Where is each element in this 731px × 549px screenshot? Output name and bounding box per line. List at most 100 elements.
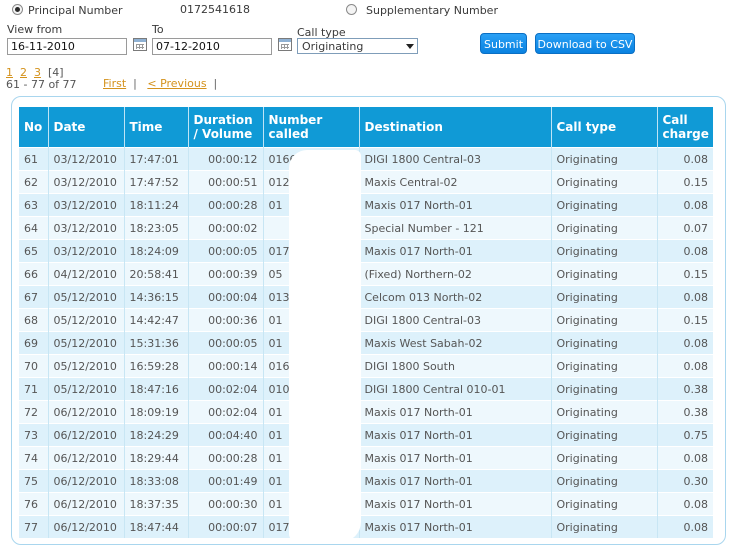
cell-call-charge: 0.15 [657, 170, 713, 194]
call-records-table: No Date Time Duration / Volume Number ca… [19, 107, 713, 538]
col-header-call-type[interactable]: Call type [551, 107, 658, 148]
call-type-selected: Originating [302, 40, 364, 53]
cell-duration: 00:00:51 [188, 170, 264, 194]
table-row: 67 05/12/2010 14:36:15 00:00:04 013 Celcom 01… [19, 285, 713, 309]
cell-destination: DIGI 1800 South [359, 354, 552, 378]
table-row: 72 06/12/2010 18:09:19 00:02:04 01 Maxis 017 … [19, 400, 713, 424]
cell-no: 75 [19, 469, 49, 493]
table-row: 75 06/12/2010 18:33:08 00:01:49 01 Maxis 017 … [19, 469, 713, 493]
cell-number-called: 01 [263, 492, 360, 516]
cell-time: 20:58:41 [124, 262, 189, 286]
cell-time: 18:24:29 [124, 423, 189, 447]
cell-date: 05/12/2010 [48, 308, 125, 332]
col-header-time[interactable]: Time [124, 107, 189, 148]
cell-time: 18:33:08 [124, 469, 189, 493]
cell-number-called: 017 [263, 239, 360, 263]
cell-call-type: Originating [551, 216, 658, 240]
cell-date: 03/12/2010 [48, 239, 125, 263]
cell-call-type: Originating [551, 400, 658, 424]
cell-duration: 00:02:04 [188, 377, 264, 401]
previous-page-link[interactable]: < Previous [147, 77, 207, 90]
col-header-number-called[interactable]: Number called [263, 107, 360, 148]
cell-number-called: 017 [263, 515, 360, 538]
cell-call-type: Originating [551, 331, 658, 355]
table-row: 62 03/12/2010 17:47:52 00:00:51 012 Maxis Cen… [19, 170, 713, 194]
call-type-select[interactable]: Originating [297, 38, 418, 54]
col-header-destination[interactable]: Destination [359, 107, 552, 148]
table-header-row: No Date Time Duration / Volume Number ca… [19, 107, 713, 148]
page-link-2[interactable]: 2 [20, 66, 27, 79]
page-link-1[interactable]: 1 [6, 66, 13, 79]
cell-call-type: Originating [551, 423, 658, 447]
cell-time: 18:37:35 [124, 492, 189, 516]
cell-call-type: Originating [551, 469, 658, 493]
cell-duration: 00:00:28 [188, 193, 264, 217]
table-row: 69 05/12/2010 15:31:36 00:00:05 01 Maxis West… [19, 331, 713, 355]
cell-number-called: 01 [263, 469, 360, 493]
cell-duration: 00:04:40 [188, 423, 264, 447]
cell-call-charge: 0.08 [657, 239, 713, 263]
cell-call-charge: 0.08 [657, 331, 713, 355]
cell-call-type: Originating [551, 239, 658, 263]
supplementary-number-label: Supplementary Number [366, 4, 498, 17]
view-from-input[interactable] [7, 38, 127, 55]
cell-duration: 00:00:28 [188, 446, 264, 470]
cell-duration: 00:01:49 [188, 469, 264, 493]
cell-destination: Maxis 017 North-01 [359, 492, 552, 516]
cell-time: 18:24:09 [124, 239, 189, 263]
cell-time: 14:42:47 [124, 308, 189, 332]
cell-date: 05/12/2010 [48, 331, 125, 355]
supplementary-number-radio[interactable] [346, 4, 357, 15]
cell-date: 03/12/2010 [48, 216, 125, 240]
cell-number-called: 016 [263, 354, 360, 378]
cell-destination: DIGI 1800 Central 010-01 [359, 377, 552, 401]
cell-date: 03/12/2010 [48, 170, 125, 194]
page-link-3[interactable]: 3 [34, 66, 41, 79]
col-header-duration[interactable]: Duration / Volume [188, 107, 264, 148]
table-row: 63 03/12/2010 18:11:24 00:00:28 01 Maxis 017 … [19, 193, 713, 217]
cell-call-type: Originating [551, 354, 658, 378]
calendar-icon[interactable] [133, 38, 147, 51]
cell-call-charge: 0.08 [657, 492, 713, 516]
cell-time: 17:47:01 [124, 147, 189, 171]
cell-call-charge: 0.08 [657, 285, 713, 309]
cell-time: 18:47:16 [124, 377, 189, 401]
calendar-icon[interactable] [278, 38, 292, 51]
to-date-input[interactable] [152, 38, 272, 55]
cell-destination: Special Number - 121 [359, 216, 552, 240]
cell-date: 06/12/2010 [48, 400, 125, 424]
submit-button[interactable]: Submit [480, 33, 527, 54]
cell-duration: 00:02:04 [188, 400, 264, 424]
download-csv-button[interactable]: Download to CSV [535, 33, 635, 54]
cell-number-called: 01 [263, 193, 360, 217]
cell-destination: Maxis 017 North-01 [359, 446, 552, 470]
principal-number-radio[interactable] [12, 4, 23, 15]
cell-call-charge: 0.08 [657, 147, 713, 171]
cell-no: 74 [19, 446, 49, 470]
cell-date: 03/12/2010 [48, 147, 125, 171]
cell-call-type: Originating [551, 446, 658, 470]
cell-no: 63 [19, 193, 49, 217]
cell-no: 61 [19, 147, 49, 171]
cell-time: 18:11:24 [124, 193, 189, 217]
cell-date: 06/12/2010 [48, 469, 125, 493]
cell-destination: Maxis Central-02 [359, 170, 552, 194]
principal-number-label: Principal Number [28, 4, 123, 17]
cell-number-called [263, 216, 360, 240]
table-row: 70 05/12/2010 16:59:28 00:00:14 016 DIGI 1800… [19, 354, 713, 378]
cell-date: 06/12/2010 [48, 515, 125, 538]
cell-call-type: Originating [551, 147, 658, 171]
col-header-call-charge[interactable]: Call charge [657, 107, 713, 148]
cell-date: 05/12/2010 [48, 354, 125, 378]
cell-destination: (Fixed) Northern-02 [359, 262, 552, 286]
table-row: 77 06/12/2010 18:47:44 00:00:07 017 Maxis 017… [19, 515, 713, 538]
cell-no: 70 [19, 354, 49, 378]
cell-call-charge: 0.15 [657, 308, 713, 332]
cell-date: 06/12/2010 [48, 492, 125, 516]
cell-duration: 00:00:12 [188, 147, 264, 171]
cell-no: 72 [19, 400, 49, 424]
col-header-no[interactable]: No [19, 107, 49, 148]
first-page-link[interactable]: First [103, 77, 127, 90]
col-header-date[interactable]: Date [48, 107, 125, 148]
cell-date: 03/12/2010 [48, 193, 125, 217]
